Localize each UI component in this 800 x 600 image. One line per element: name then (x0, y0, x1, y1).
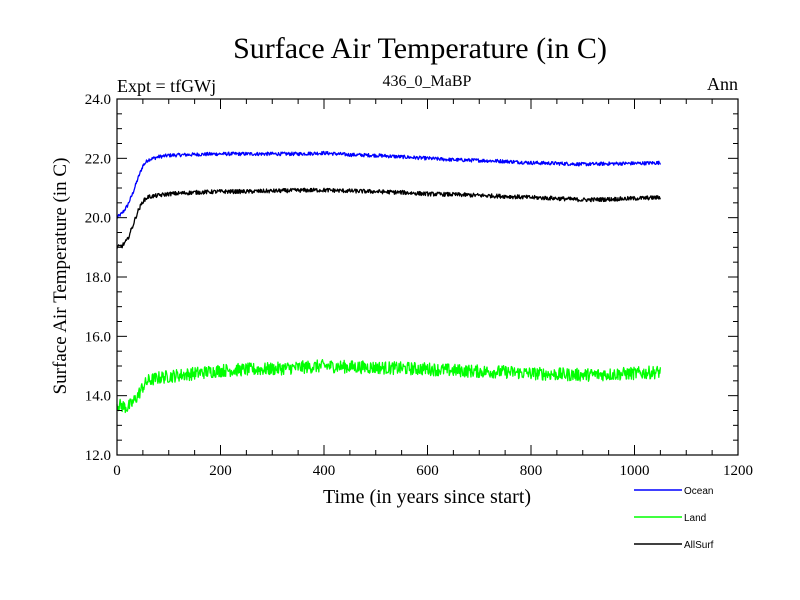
y-tick-label: 22.0 (85, 151, 111, 167)
experiment-label: Expt = tfGWj (117, 76, 216, 96)
legend: Ocean Land AllSurf (634, 486, 714, 551)
legend-label-ocean: Ocean (684, 486, 713, 497)
x-tick-label: 400 (313, 463, 336, 479)
y-tick-label: 14.0 (85, 389, 111, 405)
axes-layer: 0 200 400 600 800 1000 1200 12.0 14.0 16.0 18.0 20.… (85, 92, 753, 479)
series-layer (116, 150, 662, 414)
x-tick-label: 1000 (620, 463, 650, 479)
x-tick-label: 200 (209, 463, 232, 479)
series-line-land (116, 358, 662, 414)
y-tick-label: 20.0 (85, 211, 111, 227)
x-tick-label: 800 (520, 463, 543, 479)
y-axis-label: Surface Air Temperature (in C) (50, 158, 71, 395)
x-tick-label: 1200 (723, 463, 753, 479)
legend-label-land: Land (684, 513, 706, 524)
x-tick-label: 0 (113, 463, 121, 479)
legend-label-allsurf: AllSurf (684, 540, 714, 551)
series-line-ocean (116, 150, 661, 219)
chart-title: Surface Air Temperature (in C) (233, 32, 607, 65)
x-axis-label: Time (in years since start) (323, 486, 531, 508)
y-tick-label: 18.0 (85, 270, 111, 286)
chart-subtitle: 436_0_MaBP (383, 73, 472, 90)
y-tick-label: 24.0 (85, 92, 111, 108)
y-tick-label: 16.0 (85, 329, 111, 345)
season-label: Ann (707, 74, 738, 94)
series-line-allsurf (116, 187, 661, 249)
y-tick-label: 12.0 (85, 448, 111, 464)
x-tick-label: 600 (416, 463, 439, 479)
